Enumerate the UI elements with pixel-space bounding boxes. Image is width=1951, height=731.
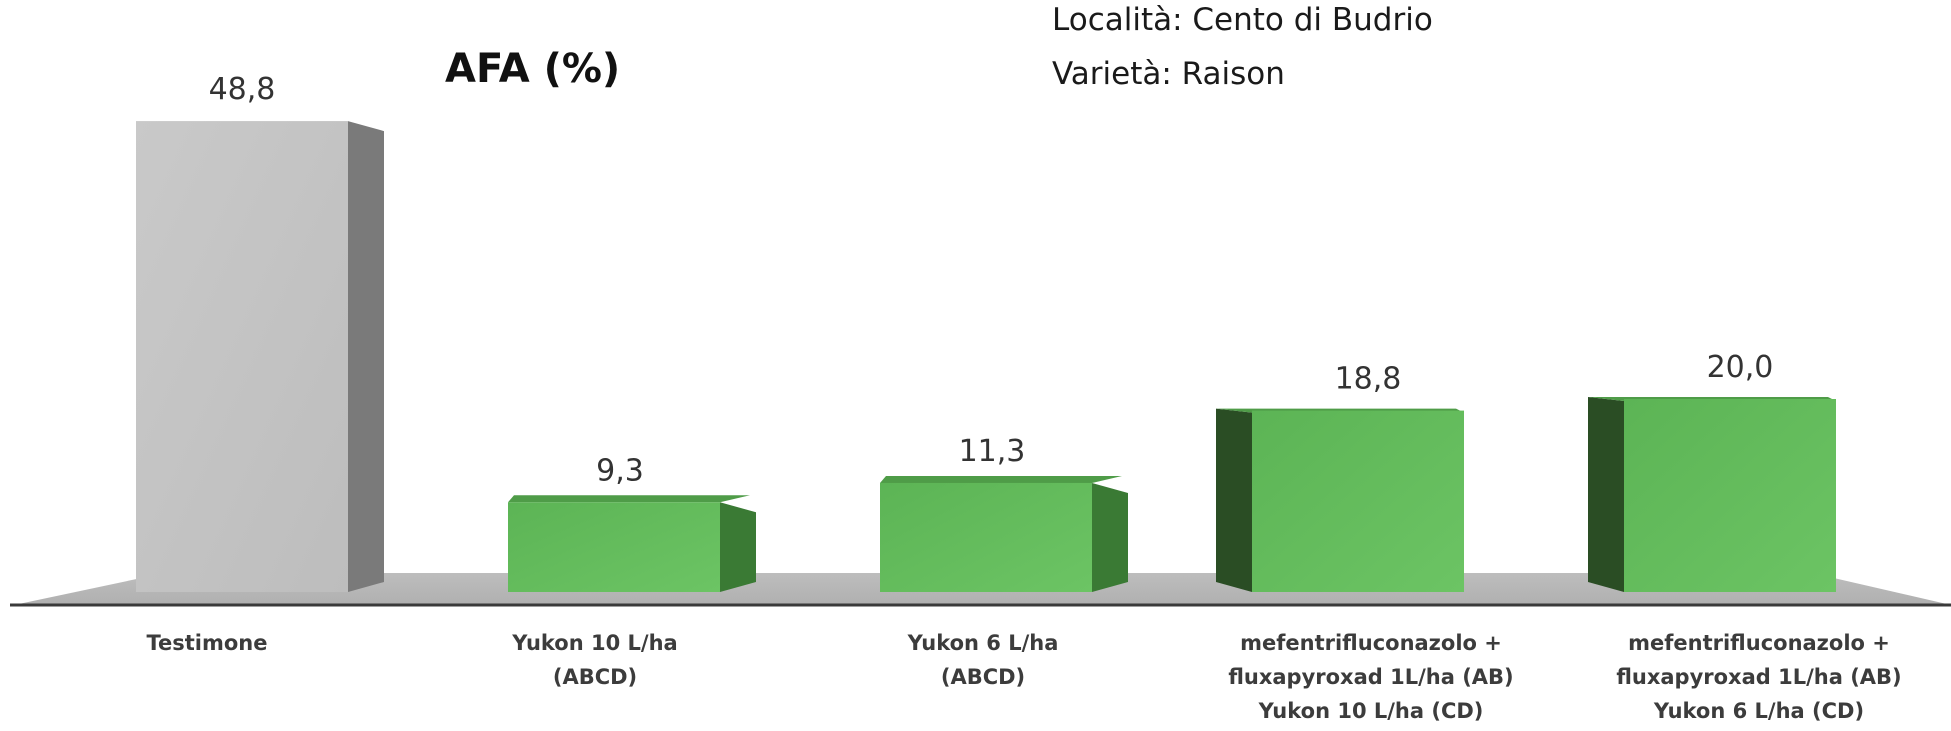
data-label-4: 18,8 (1335, 362, 1402, 397)
data-label-1: 48,8 (209, 72, 276, 107)
data-label-2: 9,3 (596, 453, 644, 488)
bar-side-5 (1588, 397, 1624, 592)
bar-side-1 (348, 121, 384, 592)
category-label-5: mefentrifluconazolo + fluxapyroxad 1L/ha … (1616, 631, 1901, 723)
category-label-1: Testimone (146, 631, 267, 655)
category-label-3: Yukon 6 L/ha (ABCD) (907, 631, 1059, 689)
bar-4 (1252, 410, 1464, 592)
data-label-5: 20,0 (1707, 350, 1774, 385)
bar-5 (1624, 399, 1836, 592)
bar-side-2 (720, 502, 756, 592)
bar-side-3 (1092, 482, 1128, 592)
bar-group-5 (1588, 397, 1836, 592)
bar-group-2 (508, 495, 756, 592)
variety-text: Varietà: Raison (1052, 56, 1285, 92)
bar-3 (880, 482, 1092, 592)
category-label-4: mefentrifluconazolo + fluxapyroxad 1L/ha … (1228, 631, 1513, 723)
bar-2 (508, 502, 720, 592)
location-text: Località: Cento di Budrio (1052, 2, 1433, 38)
bar-top-3 (880, 475, 1122, 483)
category-label-2: Yukon 10 L/ha (ABCD) (511, 631, 677, 689)
bar-group-4 (1216, 408, 1464, 592)
data-label-3: 11,3 (959, 434, 1026, 469)
bar-group-1 (136, 121, 384, 592)
bar-group-3 (880, 475, 1128, 592)
bar-1 (136, 121, 348, 592)
chart-title: AFA (%) (445, 46, 621, 92)
bar-top-2 (508, 495, 750, 503)
bar-side-4 (1216, 408, 1252, 592)
